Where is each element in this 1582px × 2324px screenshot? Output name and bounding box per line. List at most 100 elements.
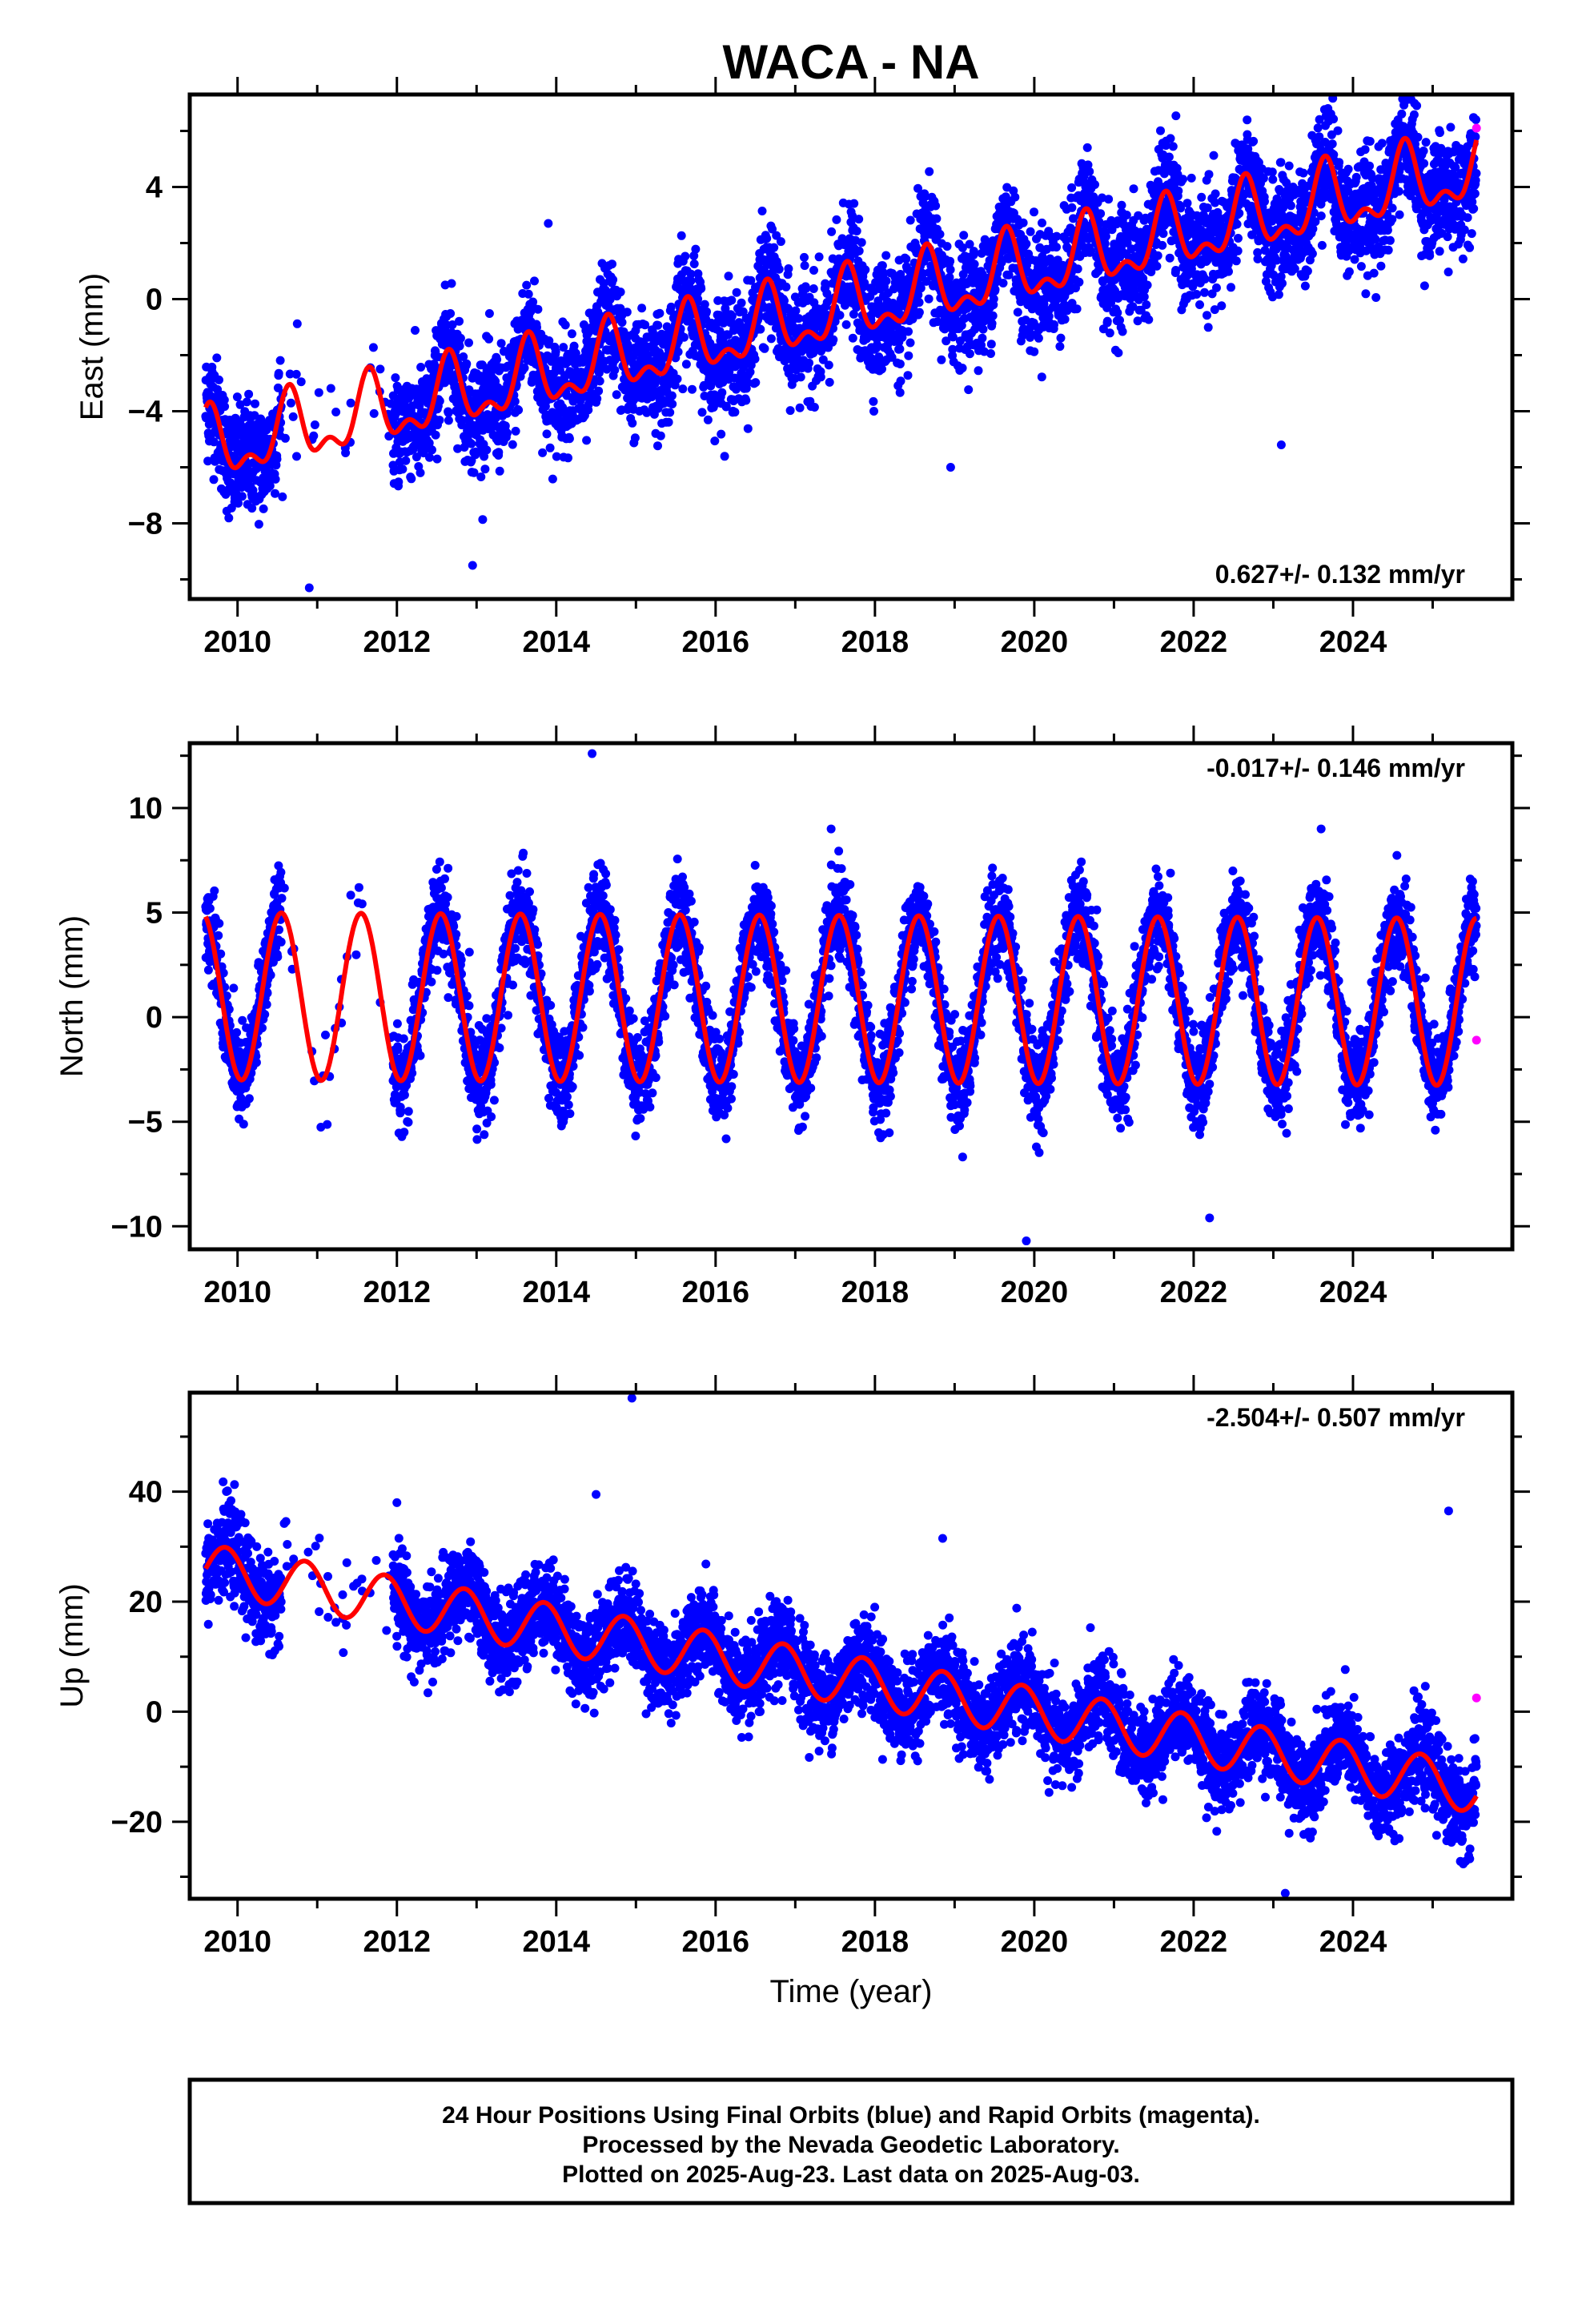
east-point: [946, 265, 955, 275]
east-point: [730, 408, 740, 417]
east-point: [852, 227, 861, 235]
east-point: [435, 396, 444, 406]
east-point: [1203, 323, 1213, 332]
east-point: [456, 333, 465, 343]
east-point: [435, 416, 444, 425]
east-point: [271, 489, 279, 498]
east-point: [448, 320, 457, 329]
east-point: [616, 287, 625, 297]
east-point: [286, 398, 295, 408]
east-point: [824, 360, 833, 370]
east-point: [1203, 311, 1211, 320]
east-point: [1209, 151, 1219, 160]
east-point: [482, 445, 492, 455]
east-point: [388, 391, 398, 400]
east-point: [224, 513, 234, 523]
east-point: [254, 520, 263, 529]
east-point: [935, 230, 945, 239]
east-point: [235, 400, 245, 409]
east-point: [213, 384, 223, 394]
east-point: [444, 408, 453, 417]
east-point: [1158, 229, 1168, 239]
east-point: [514, 405, 524, 415]
east-point: [1249, 136, 1259, 146]
east-point: [689, 259, 699, 268]
east-point: [869, 407, 878, 416]
east-point: [1385, 235, 1395, 245]
east-point: [809, 266, 818, 275]
east-point: [511, 426, 520, 436]
east-point: [1168, 142, 1178, 151]
east-point: [532, 323, 541, 332]
east-point: [1333, 126, 1343, 135]
east-point: [881, 251, 891, 260]
east-point: [781, 282, 791, 292]
east-point: [495, 466, 504, 476]
east-point: [673, 374, 682, 384]
east-point: [459, 352, 468, 361]
east-point: [717, 388, 727, 397]
east-point: [664, 417, 673, 427]
east-point: [800, 252, 809, 262]
east-point: [1200, 287, 1209, 297]
east-point: [610, 365, 620, 375]
east-point: [1165, 253, 1174, 263]
east-point: [346, 398, 355, 408]
east-point: [407, 474, 416, 484]
east-point: [724, 271, 733, 281]
east-point: [522, 280, 532, 290]
panel-east: 2010 2012 2014 2016 2018 2020 2022 2024−8−404Ea…: [74, 77, 1530, 659]
east-point: [848, 333, 857, 343]
east-point: [1313, 123, 1323, 133]
east-point: [1067, 183, 1077, 192]
east-point: [924, 294, 934, 304]
east-point: [272, 454, 282, 464]
east-point: [1369, 268, 1379, 278]
east-point: [1243, 115, 1252, 125]
east-point: [510, 396, 520, 406]
east-point: [766, 334, 776, 344]
east-point: [809, 403, 819, 412]
east-point: [1383, 245, 1393, 255]
east-point: [628, 418, 637, 428]
east-point: [469, 468, 479, 477]
east-point: [232, 392, 242, 402]
east-point: [219, 395, 229, 404]
east-point: [1329, 115, 1339, 124]
east-point: [520, 364, 529, 372]
east-point: [450, 380, 460, 390]
east-point: [1030, 207, 1038, 217]
east-point: [1082, 143, 1092, 152]
east-point: [1307, 249, 1317, 259]
east-point: [630, 433, 640, 443]
east-point: [901, 254, 911, 263]
east-point: [476, 472, 486, 481]
east-point: [1260, 197, 1269, 207]
east-point: [401, 456, 411, 465]
east-point: [667, 391, 677, 400]
east-point: [1073, 264, 1082, 274]
east-point: [835, 311, 845, 320]
east-point: [829, 335, 838, 344]
east-point: [1030, 347, 1039, 356]
east-point: [1074, 277, 1084, 287]
east-point: [1152, 261, 1162, 271]
east-point: [464, 338, 473, 348]
east-point: [375, 364, 385, 374]
east-point: [455, 341, 464, 351]
east-point: [309, 431, 319, 440]
east-point: [760, 344, 769, 353]
east-point: [914, 298, 924, 308]
east-point: [416, 363, 426, 372]
east-point: [1037, 372, 1046, 382]
east-point: [756, 324, 765, 334]
east-point: [857, 238, 866, 247]
east-point: [551, 347, 560, 356]
east-point: [785, 406, 795, 416]
east-point: [1105, 328, 1114, 338]
east-point: [737, 298, 746, 308]
east-point: [903, 371, 913, 380]
east-point: [1142, 280, 1152, 290]
east-point: [974, 366, 983, 376]
east-point: [398, 464, 408, 474]
